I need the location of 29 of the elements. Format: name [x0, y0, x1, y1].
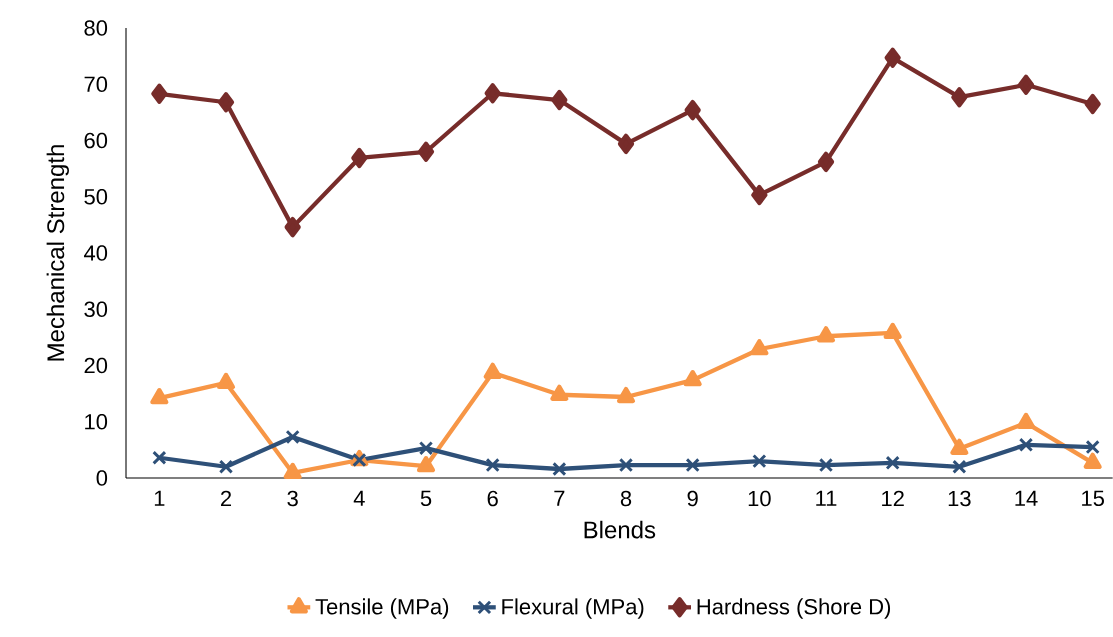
legend-label: Flexural (MPa): [502, 598, 644, 619]
x-tick-label: 3: [287, 490, 298, 507]
y-tick-label: 0: [96, 470, 108, 486]
legend-label: Tensile (MPa): [315, 598, 449, 619]
x-tick-label: 11: [816, 490, 837, 506]
y-tick-label: 20: [84, 357, 108, 374]
legend-label: Hardness (Shore D): [697, 598, 891, 619]
x-tick-label: 14: [1015, 490, 1038, 506]
x-tick-label: 13: [948, 490, 971, 507]
y-tick-label: 30: [84, 301, 108, 318]
x-tick-label: 12: [882, 490, 904, 507]
y-axis-title: Mechanical Strength: [46, 145, 69, 361]
x-tick-label: 8: [620, 490, 632, 507]
x-axis-title: Blends: [584, 520, 656, 539]
y-tick-label: 40: [83, 245, 108, 261]
y-tick-label: 80: [84, 20, 108, 36]
x-tick-label: 7: [554, 490, 565, 506]
x-tick-label: 15: [1082, 490, 1104, 507]
x-tick-label: 2: [221, 490, 232, 507]
y-tick-label: 60: [84, 132, 108, 149]
x-tick-label: 9: [687, 490, 698, 507]
y-tick-label: 50: [84, 188, 108, 205]
x-tick-label: 4: [353, 490, 365, 506]
x-tick-label: 5: [420, 490, 432, 507]
y-tick-label: 70: [84, 76, 108, 93]
y-tick-label: 10: [85, 413, 108, 430]
x-tick-label: 10: [748, 490, 771, 507]
x-tick-label: 6: [487, 490, 498, 507]
x-tick-label: 1: [154, 490, 165, 506]
